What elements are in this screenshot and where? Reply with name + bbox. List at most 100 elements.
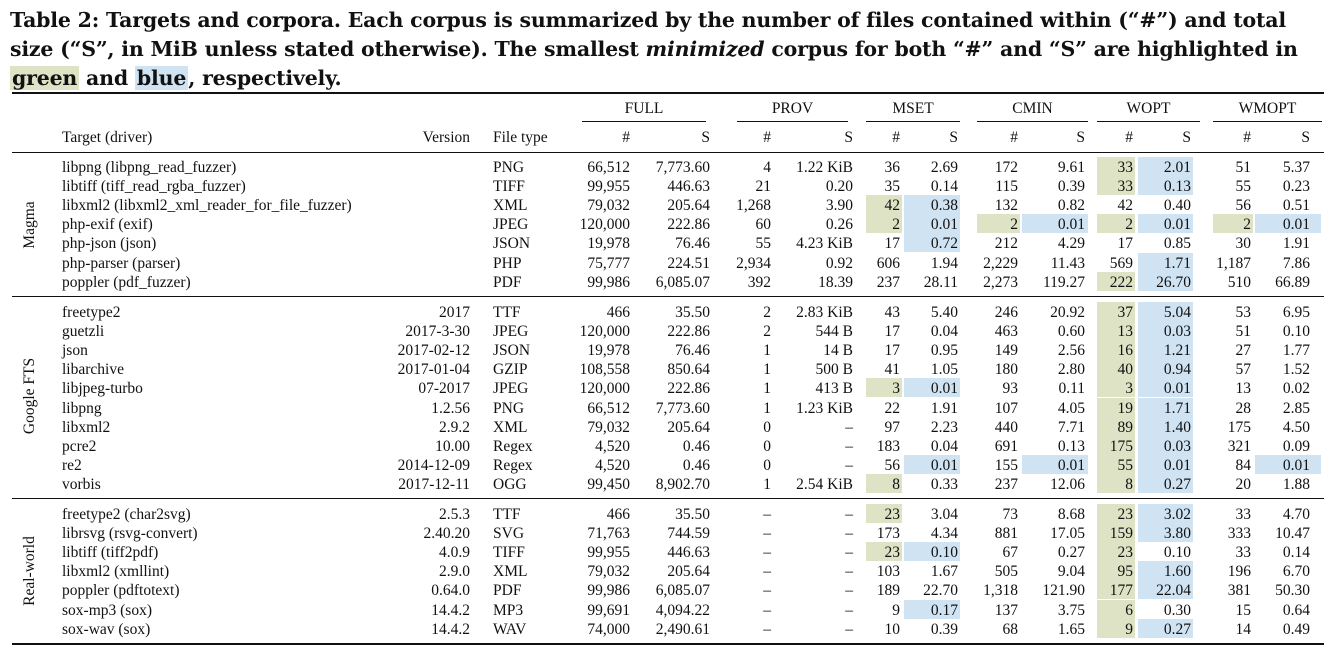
size-cell: 28.11 bbox=[923, 273, 958, 291]
size-cell: 0.01 bbox=[930, 216, 958, 234]
filetype-cell: XML bbox=[493, 563, 528, 581]
count-cell: 68 bbox=[1002, 620, 1019, 638]
green-highlight-cell bbox=[866, 542, 902, 562]
size-cell: 12.06 bbox=[1050, 475, 1085, 493]
target-name-cell: libxml2 bbox=[62, 418, 111, 436]
size-cell: 744.59 bbox=[667, 525, 710, 543]
size-cell: 0.82 bbox=[1057, 197, 1085, 215]
count-cell: – bbox=[763, 506, 771, 523]
count-cell: 13 bbox=[1117, 323, 1134, 341]
green-highlight-cell bbox=[1097, 454, 1135, 474]
blue-highlight-cell bbox=[1022, 454, 1088, 474]
size-cell: 26.70 bbox=[1156, 273, 1191, 291]
count-cell: 107 bbox=[994, 399, 1018, 417]
green-highlight-cell bbox=[1097, 176, 1135, 196]
target-name-cell: libpng bbox=[62, 399, 102, 417]
size-cell: 222.86 bbox=[667, 380, 710, 398]
count-cell: 6 bbox=[1125, 601, 1133, 619]
size-cell: 4.23 KiB bbox=[796, 235, 853, 253]
size-cell: 8,902.70 bbox=[655, 475, 710, 493]
filetype-cell: OGG bbox=[493, 475, 527, 493]
count-cell: 222 bbox=[1109, 273, 1133, 291]
size-cell: 0.03 bbox=[1163, 437, 1191, 455]
size-cell: 6,085.07 bbox=[655, 582, 710, 600]
green-highlight-cell bbox=[977, 214, 1020, 234]
count-cell: – bbox=[763, 525, 771, 543]
filetype-cell: MP3 bbox=[493, 601, 524, 619]
count-cell: 36 bbox=[884, 159, 901, 176]
count-cell: 1,187 bbox=[1216, 254, 1251, 272]
blue-highlight-cell bbox=[904, 454, 960, 474]
green-highlight-cell bbox=[866, 195, 902, 215]
count-cell: 75,777 bbox=[587, 254, 630, 272]
count-cell: – bbox=[763, 582, 771, 600]
version-cell: 2.40.20 bbox=[423, 525, 471, 543]
size-cell: 6,085.07 bbox=[655, 273, 710, 291]
size-cell: 0.27 bbox=[1057, 544, 1085, 562]
green-highlight-cell bbox=[1097, 473, 1135, 493]
count-cell: 33 bbox=[1235, 506, 1252, 523]
size-cell: 6.95 bbox=[1282, 304, 1310, 321]
target-name-cell: poppler (pdf_fuzzer) bbox=[62, 273, 191, 291]
count-cell: 175 bbox=[1109, 437, 1133, 455]
caption-text-4: , respectively. bbox=[188, 66, 342, 90]
size-cell: 50.30 bbox=[1275, 582, 1310, 600]
count-cell: 1 bbox=[763, 475, 771, 493]
size-cell: 119.27 bbox=[1042, 273, 1085, 291]
count-cell: 79,032 bbox=[587, 563, 630, 581]
count-cell: 99,986 bbox=[587, 273, 630, 291]
target-name-cell: libjpeg-turbo bbox=[62, 380, 143, 398]
column-header-size: S bbox=[949, 129, 958, 146]
count-cell: 73 bbox=[1002, 506, 1019, 523]
count-cell: 8 bbox=[1125, 475, 1133, 493]
target-name-cell: libarchive bbox=[62, 361, 124, 379]
count-cell: 16 bbox=[1117, 342, 1134, 360]
count-cell: 115 bbox=[995, 178, 1018, 196]
size-cell: 0.10 bbox=[1282, 323, 1310, 341]
count-cell: 0 bbox=[763, 456, 771, 474]
size-cell: 222.86 bbox=[667, 216, 710, 234]
section-rule-1 bbox=[12, 296, 1324, 297]
count-cell: 172 bbox=[994, 159, 1018, 176]
size-cell: 1.91 bbox=[930, 399, 958, 417]
target-name-cell: libpng (libpng_read_fuzzer) bbox=[62, 159, 237, 176]
column-group-underline bbox=[1213, 121, 1322, 122]
target-name-cell: libtiff (tiff_read_rgba_fuzzer) bbox=[62, 178, 246, 196]
size-cell: 2,490.61 bbox=[655, 620, 710, 638]
blue-highlight-cell bbox=[1138, 473, 1193, 493]
size-cell: 1.77 bbox=[1282, 342, 1310, 360]
size-cell: 1.65 bbox=[1057, 620, 1085, 638]
column-header-size: S bbox=[844, 129, 853, 146]
count-cell: 43 bbox=[884, 304, 901, 321]
blue-highlight-cell bbox=[1138, 176, 1193, 196]
blue-highlight-cell bbox=[1138, 157, 1193, 176]
version-cell: 14.4.2 bbox=[431, 601, 470, 619]
target-name-cell: pcre2 bbox=[62, 437, 97, 455]
section-label: Real-world bbox=[21, 536, 38, 606]
count-cell: 159 bbox=[1109, 525, 1133, 543]
header-rule bbox=[12, 152, 1324, 154]
version-cell: 2.9.0 bbox=[439, 563, 470, 581]
target-name-cell: poppler (pdftotext) bbox=[62, 582, 180, 600]
size-cell: 0.94 bbox=[1163, 361, 1191, 379]
caption-emphasis: minimized bbox=[645, 37, 765, 61]
size-cell: 446.63 bbox=[667, 178, 710, 196]
count-cell: 4,520 bbox=[595, 437, 630, 455]
count-cell: 19 bbox=[1117, 399, 1134, 417]
size-cell: 35.50 bbox=[675, 304, 710, 321]
size-cell: 1.22 KiB bbox=[796, 159, 853, 176]
column-header-count: # bbox=[1243, 129, 1251, 146]
size-cell: 0.40 bbox=[1163, 197, 1191, 215]
green-highlight-cell bbox=[1097, 271, 1135, 291]
count-cell: 17 bbox=[884, 323, 901, 341]
count-cell: 53 bbox=[1235, 304, 1252, 321]
count-cell: 2 bbox=[1010, 216, 1018, 234]
blue-highlight-cell bbox=[1138, 618, 1193, 638]
target-name-cell: vorbis bbox=[62, 475, 101, 493]
version-cell: 2.9.2 bbox=[439, 418, 470, 436]
count-cell: 237 bbox=[994, 475, 1018, 493]
count-cell: 17 bbox=[884, 342, 901, 360]
count-cell: 23 bbox=[1117, 544, 1134, 562]
column-group-underline bbox=[737, 121, 848, 122]
count-cell: – bbox=[763, 620, 771, 638]
